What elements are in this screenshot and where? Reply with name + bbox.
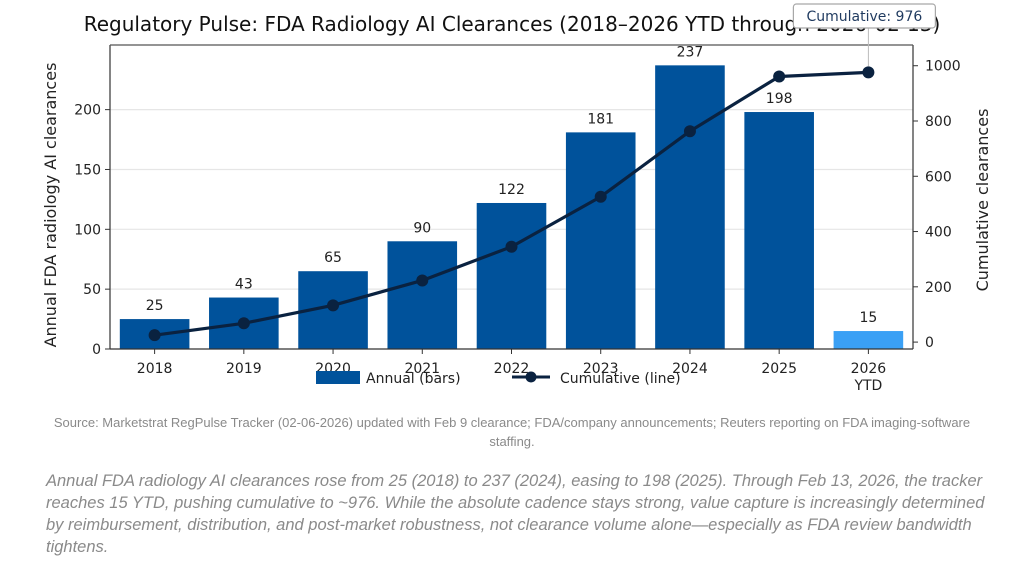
x-tick-label: 2019	[226, 361, 262, 377]
annotation-text: Cumulative: 976	[806, 9, 922, 25]
bar-2024	[655, 65, 725, 349]
y-tick-label: 100	[74, 222, 101, 238]
legend-label-annual: Annual (bars)	[366, 371, 461, 387]
legend-label-cumulative: Cumulative (line)	[560, 371, 681, 387]
data-labels: 25 43 65 90 122 181 237 198 15	[146, 44, 878, 326]
y-tick-label: 150	[74, 162, 101, 178]
chart: Regulatory Pulse: FDA Radiology AI Clear…	[41, 3, 992, 394]
cumulative-marker	[683, 125, 696, 138]
cumulative-marker	[505, 240, 518, 253]
bar-value-label: 90	[413, 220, 431, 236]
x-tick-label: 2024	[672, 361, 708, 377]
bar-value-label: 198	[766, 91, 793, 107]
cumulative-marker	[773, 70, 786, 83]
bar-2023	[565, 132, 636, 349]
legend: Annual (bars) Cumulative (line)	[316, 371, 681, 387]
cumulative-marker	[594, 190, 607, 203]
legend-swatch-annual	[316, 371, 360, 384]
y2-tick-label: 800	[925, 114, 952, 130]
x-tick-label: 2022	[494, 361, 530, 377]
y2-axis-label: Cumulative clearances	[973, 109, 992, 292]
legend-swatch-cumulative-marker	[525, 371, 537, 383]
x-tick-label: 2021	[404, 361, 440, 377]
y-axis-label: Annual FDA radiology AI clearances	[41, 63, 60, 348]
y-tick-label: 0	[92, 342, 101, 358]
source-note: Source: Marketstrat RegPulse Tracker (02…	[53, 415, 971, 449]
y2-tick-label: 200	[925, 280, 952, 296]
bar-value-label: 65	[324, 250, 342, 266]
narrative-text: Annual FDA radiology AI clearances rose …	[46, 472, 985, 556]
bar-2022	[476, 202, 547, 349]
x-tick-label: 2023	[583, 361, 619, 377]
bar-2021	[387, 241, 458, 349]
cumulative-marker	[327, 299, 340, 312]
bar-2025	[744, 112, 814, 349]
y2-tick-label: 400	[925, 225, 952, 241]
bars	[119, 65, 904, 349]
cumulative-marker	[237, 317, 250, 330]
cumulative-marker	[148, 329, 161, 342]
x-tick-label: 2026	[851, 361, 887, 377]
bar-value-label: 15	[859, 310, 877, 326]
bar-value-label: 25	[146, 298, 164, 314]
bar-value-label: 181	[587, 111, 614, 127]
cumulative-marker	[862, 66, 875, 79]
y2-tick-label: 600	[925, 169, 952, 185]
bar-value-label: 122	[498, 182, 525, 198]
y2-tick-label: 0	[925, 335, 934, 351]
cumulative-marker	[416, 274, 429, 287]
bar-value-label: 43	[235, 277, 253, 293]
cumulative-line-group	[148, 66, 875, 342]
bar-value-label: 237	[677, 44, 704, 60]
bar-2026-ytd	[833, 331, 904, 349]
annotation: Cumulative: 976	[792, 3, 936, 67]
x-tick-label: 2025	[761, 361, 797, 377]
annotation-box	[792, 3, 936, 29]
x-tick-label: YTD	[853, 378, 882, 394]
y2-tick-label: 1000	[925, 59, 961, 75]
x-tick-label: 2018	[137, 361, 173, 377]
y-tick-label: 50	[83, 282, 101, 298]
y-tick-label: 200	[74, 103, 101, 119]
